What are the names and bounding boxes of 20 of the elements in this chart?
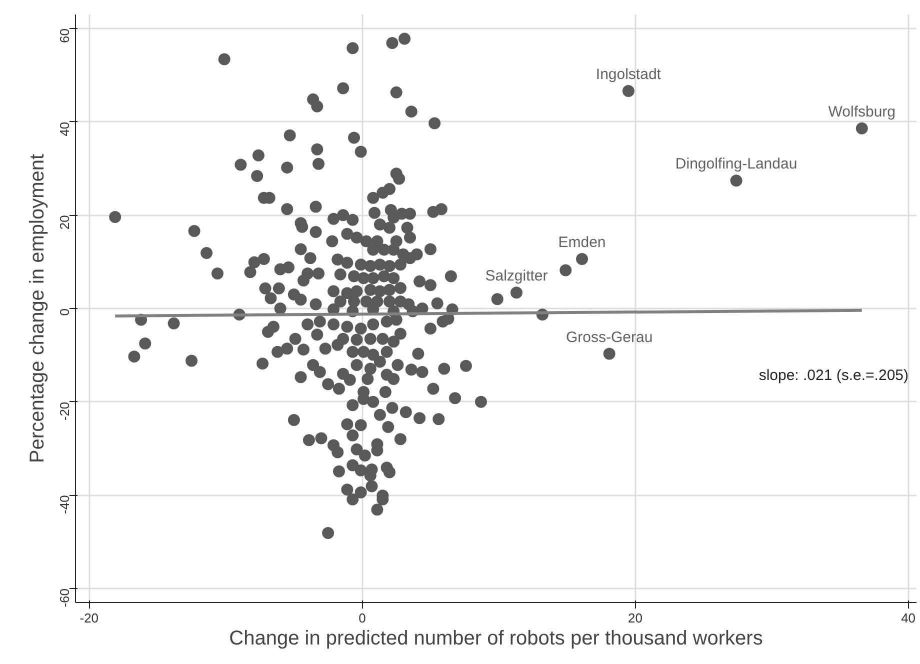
y-tick-label: -40 (57, 495, 72, 514)
y-tick-label: -20 (57, 402, 72, 421)
y-tick-label: 40 (57, 122, 72, 136)
y-axis-title: Percentage change in employment (26, 154, 48, 464)
annotation: Wolfsburg (828, 103, 896, 120)
y-tick-label: -60 (57, 588, 72, 608)
annotation: slope: .021 (s.e.=.205) (758, 367, 909, 384)
x-tick-label: 40 (901, 610, 916, 626)
x-tick-label: -20 (80, 610, 99, 626)
annotation: Gross-Gerau (566, 328, 653, 346)
x-tick-label: 0 (358, 610, 366, 626)
x-tick-label: 20 (628, 610, 642, 626)
annotation: Salzgitter (485, 268, 548, 285)
annotation: Dingolfing-Landau (675, 156, 798, 173)
x-axis-title: Change in predicted number of robots per thousand workers (229, 628, 763, 650)
y-tick-label: 20 (57, 215, 72, 230)
y-tick-label: 0 (57, 308, 72, 316)
annotation: Ingolstadt (596, 66, 662, 84)
y-tick-label: 60 (57, 28, 72, 43)
annotation: Emden (558, 234, 606, 252)
